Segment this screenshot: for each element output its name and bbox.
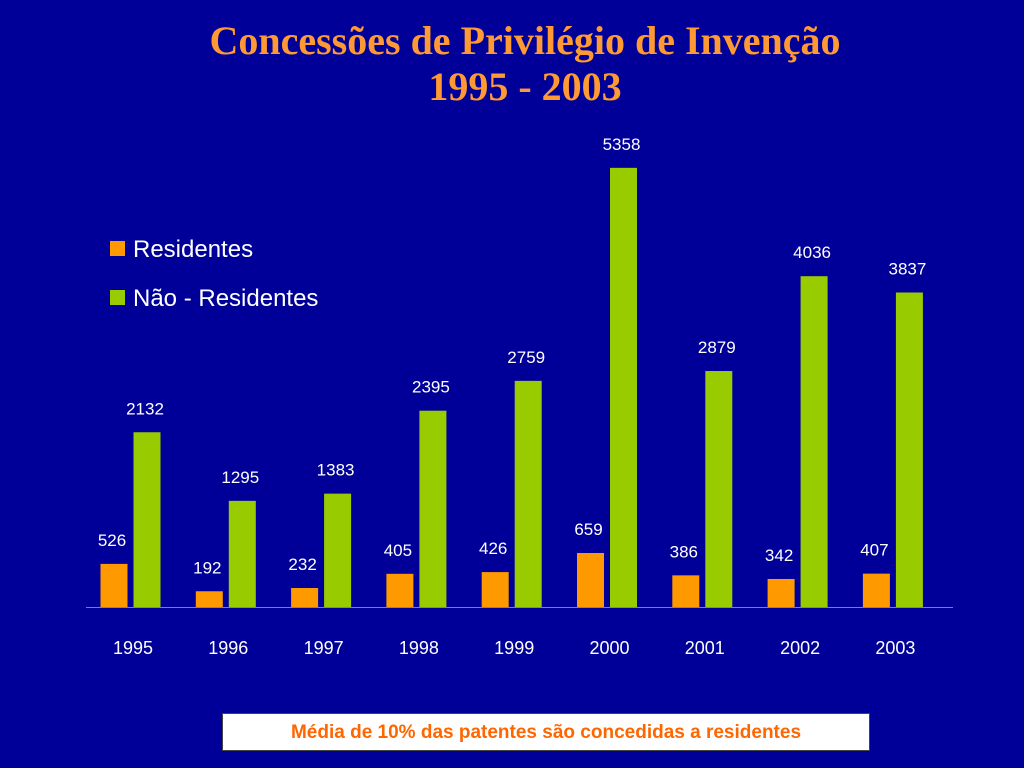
bar-nao-residentes-2003: [895, 292, 923, 607]
data-label-residentes-1999: 426: [479, 539, 507, 558]
bar-nao-residentes-1995: [133, 432, 161, 607]
data-label-nao-residentes-2002: 4036: [793, 243, 831, 262]
bar-nao-residentes-2001: [705, 371, 733, 607]
bar-nao-residentes-2002: [800, 276, 828, 607]
data-label-residentes-1998: 405: [384, 541, 412, 560]
chart-title-line-1: Concessões de Privilégio de Invenção: [209, 18, 841, 63]
x-tick-label-1997: 1997: [304, 638, 344, 658]
data-label-nao-residentes-2000: 5358: [603, 135, 641, 154]
data-label-nao-residentes-2003: 3837: [888, 260, 926, 279]
chart-title: Concessões de Privilégio de Invenção 199…: [0, 18, 1024, 110]
bar-residentes-2003: [862, 573, 890, 607]
legend-swatch-nao-residentes: [110, 290, 125, 305]
summary-note: Média de 10% das patentes são concedidas…: [222, 713, 870, 751]
x-tick-label-2001: 2001: [685, 638, 725, 658]
bar-residentes-1996: [195, 591, 223, 607]
data-label-residentes-2003: 407: [860, 541, 888, 560]
data-label-residentes-2002: 342: [765, 546, 793, 565]
bar-residentes-2001: [672, 575, 700, 607]
x-tick-label-1995: 1995: [113, 638, 153, 658]
bar-nao-residentes-1998: [419, 410, 447, 607]
legend-label-nao-residentes: Não - Residentes: [133, 285, 318, 312]
legend-label-residentes: Residentes: [133, 236, 253, 263]
bar-nao-residentes-1996: [228, 500, 256, 607]
bar-nao-residentes-1999: [514, 380, 542, 607]
x-tick-label-1996: 1996: [208, 638, 248, 658]
bar-chart: 526 2132 1995 192 1295 1996 232 1383 1997 405 2395…: [86, 135, 953, 658]
data-label-residentes-1996: 192: [193, 558, 221, 577]
data-label-residentes-2001: 386: [670, 542, 698, 561]
data-label-residentes-2000: 659: [574, 520, 602, 539]
data-label-residentes-1995: 526: [98, 531, 126, 550]
bar-nao-residentes-2000: [610, 167, 637, 607]
data-label-nao-residentes-1999: 2759: [507, 348, 545, 367]
x-tick-label-2002: 2002: [780, 638, 820, 658]
data-label-nao-residentes-2001: 2879: [698, 338, 736, 357]
x-tick-label-1998: 1998: [399, 638, 439, 658]
chart-title-line-2: 1995 - 2003: [428, 64, 622, 109]
bar-residentes-2002: [767, 578, 795, 607]
bar-nao-residentes-1997: [324, 493, 352, 607]
x-tick-label-1999: 1999: [494, 638, 534, 658]
legend-swatch-residentes: [110, 241, 125, 256]
bar-residentes-1997: [291, 587, 319, 607]
bar-residentes-1998: [386, 573, 414, 607]
x-tick-label-2000: 2000: [589, 638, 629, 658]
bar-residentes-1995: [100, 563, 128, 607]
data-label-nao-residentes-1995: 2132: [126, 399, 164, 418]
bar-residentes-1999: [481, 572, 509, 607]
data-label-nao-residentes-1998: 2395: [412, 378, 450, 397]
data-label-nao-residentes-1996: 1295: [221, 468, 259, 487]
bar-residentes-2000: [577, 552, 604, 607]
data-label-residentes-1997: 232: [288, 555, 316, 574]
x-tick-label-2003: 2003: [875, 638, 915, 658]
data-label-nao-residentes-1997: 1383: [317, 461, 355, 480]
